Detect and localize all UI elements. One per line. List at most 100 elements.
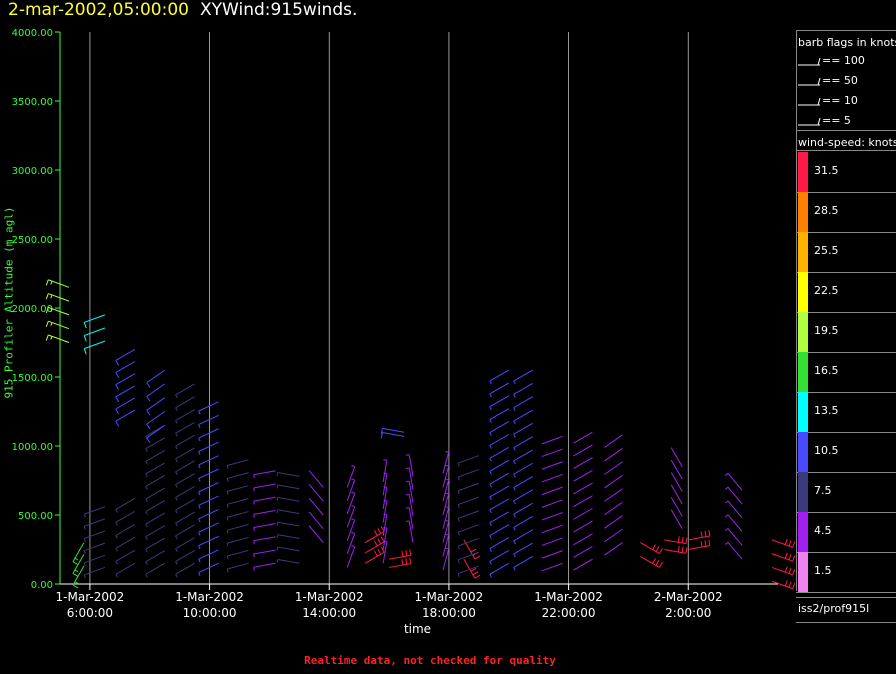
wind-barb (115, 348, 136, 366)
barb-shaft (489, 421, 510, 434)
barb-feather (405, 493, 410, 496)
wind-barb (253, 509, 276, 518)
wind-barb (308, 511, 324, 530)
barb-shaft (541, 524, 563, 534)
wind-barb (45, 334, 70, 343)
barb-feather (652, 544, 657, 550)
wind-barb (380, 427, 405, 435)
wind-barb (146, 424, 165, 444)
barb-shaft (175, 498, 195, 511)
barb-feather (115, 408, 120, 415)
barb-feather (83, 335, 87, 342)
barb-shaft (115, 361, 136, 373)
wind-barb (115, 562, 136, 578)
barb-shaft (253, 523, 276, 528)
barb-shaft (308, 484, 324, 502)
wind-barb (513, 396, 533, 411)
barb-feather (792, 569, 796, 576)
wind-barb (405, 480, 414, 503)
barb-feather (513, 500, 516, 505)
barb-shaft (198, 482, 219, 493)
barb-feather (175, 561, 178, 565)
barb-shaft (346, 546, 356, 568)
wind-barb (308, 497, 324, 516)
wind-barb (382, 526, 388, 550)
y-tick-label: 500.00 (18, 511, 53, 522)
barb-shaft (146, 397, 165, 411)
barb-shaft (541, 562, 563, 572)
barb-feather (659, 548, 663, 554)
wind-barb (198, 482, 219, 496)
wind-barb (226, 498, 249, 508)
barb-feather (276, 559, 279, 564)
barb-shaft (175, 511, 195, 524)
barb-feather (409, 549, 412, 556)
barb-shaft (115, 536, 136, 549)
barb-feather (470, 567, 477, 572)
barb-feather (681, 536, 684, 544)
barb-feather (383, 499, 388, 502)
barb-shaft (442, 466, 450, 488)
barb-feather (788, 540, 792, 547)
speed-bin-label: 1.5 (814, 564, 832, 577)
barb-feather (513, 553, 516, 558)
wind-barb (573, 546, 593, 558)
wind-barb (604, 528, 623, 543)
wind-barb (405, 507, 414, 530)
barb-feather (373, 530, 378, 536)
barb-feather (700, 541, 703, 548)
wind-barb (489, 434, 510, 449)
barb-feather (457, 504, 460, 509)
wind-barb (513, 516, 533, 531)
wind-barb (489, 382, 510, 398)
wind-barb (382, 459, 388, 482)
barb-shaft (198, 509, 219, 520)
barb-feather (72, 572, 79, 577)
barb-feather (784, 580, 788, 587)
barb-feather (175, 420, 178, 424)
barb-shaft (145, 525, 165, 538)
barb-feather (445, 450, 449, 453)
barb-shaft (513, 542, 533, 555)
speed-bin-rule (796, 592, 896, 593)
barb-feather (513, 394, 516, 398)
wind-barb (276, 496, 300, 502)
wind-barb (175, 498, 195, 514)
wind-barb (83, 506, 106, 518)
barb-feather (380, 428, 383, 435)
speed-color-swatch (798, 432, 808, 472)
wind-barb (513, 369, 533, 385)
barb-legend-label: == 10 (822, 94, 858, 107)
barb-feather (445, 492, 449, 495)
wind-barb (573, 533, 593, 546)
barb-shaft (84, 554, 106, 564)
barb-feather (677, 545, 680, 553)
barb-shaft (513, 476, 533, 488)
barb-feather (377, 528, 382, 534)
barb-shaft (573, 469, 593, 482)
barb-shaft (84, 566, 106, 576)
barb-shaft (145, 462, 165, 475)
wind-barb (146, 383, 165, 402)
barb-shaft (175, 537, 195, 550)
speed-color-swatch (798, 232, 808, 272)
speed-bin-label: 22.5 (814, 284, 839, 297)
barb-shaft (727, 541, 743, 560)
wind-barb (72, 554, 85, 577)
wind-barb (175, 409, 195, 424)
barb-feather (383, 472, 388, 475)
barb-shaft (727, 528, 743, 546)
wind-barb (198, 441, 219, 455)
wind-barb (771, 552, 796, 562)
barb-feather (489, 522, 492, 527)
barb-feather (115, 396, 120, 403)
speed-bin-label: 28.5 (814, 204, 839, 217)
barb-feather (351, 545, 355, 548)
barb-shaft (308, 511, 324, 530)
barb-shaft (115, 562, 136, 575)
wind-barb (457, 510, 480, 522)
valid-time: 2-mar-2002,05:00:00 (8, 0, 189, 20)
barb-shaft (227, 549, 249, 557)
data-source: iss2/prof915l (798, 602, 870, 615)
barb-feather (405, 558, 408, 565)
